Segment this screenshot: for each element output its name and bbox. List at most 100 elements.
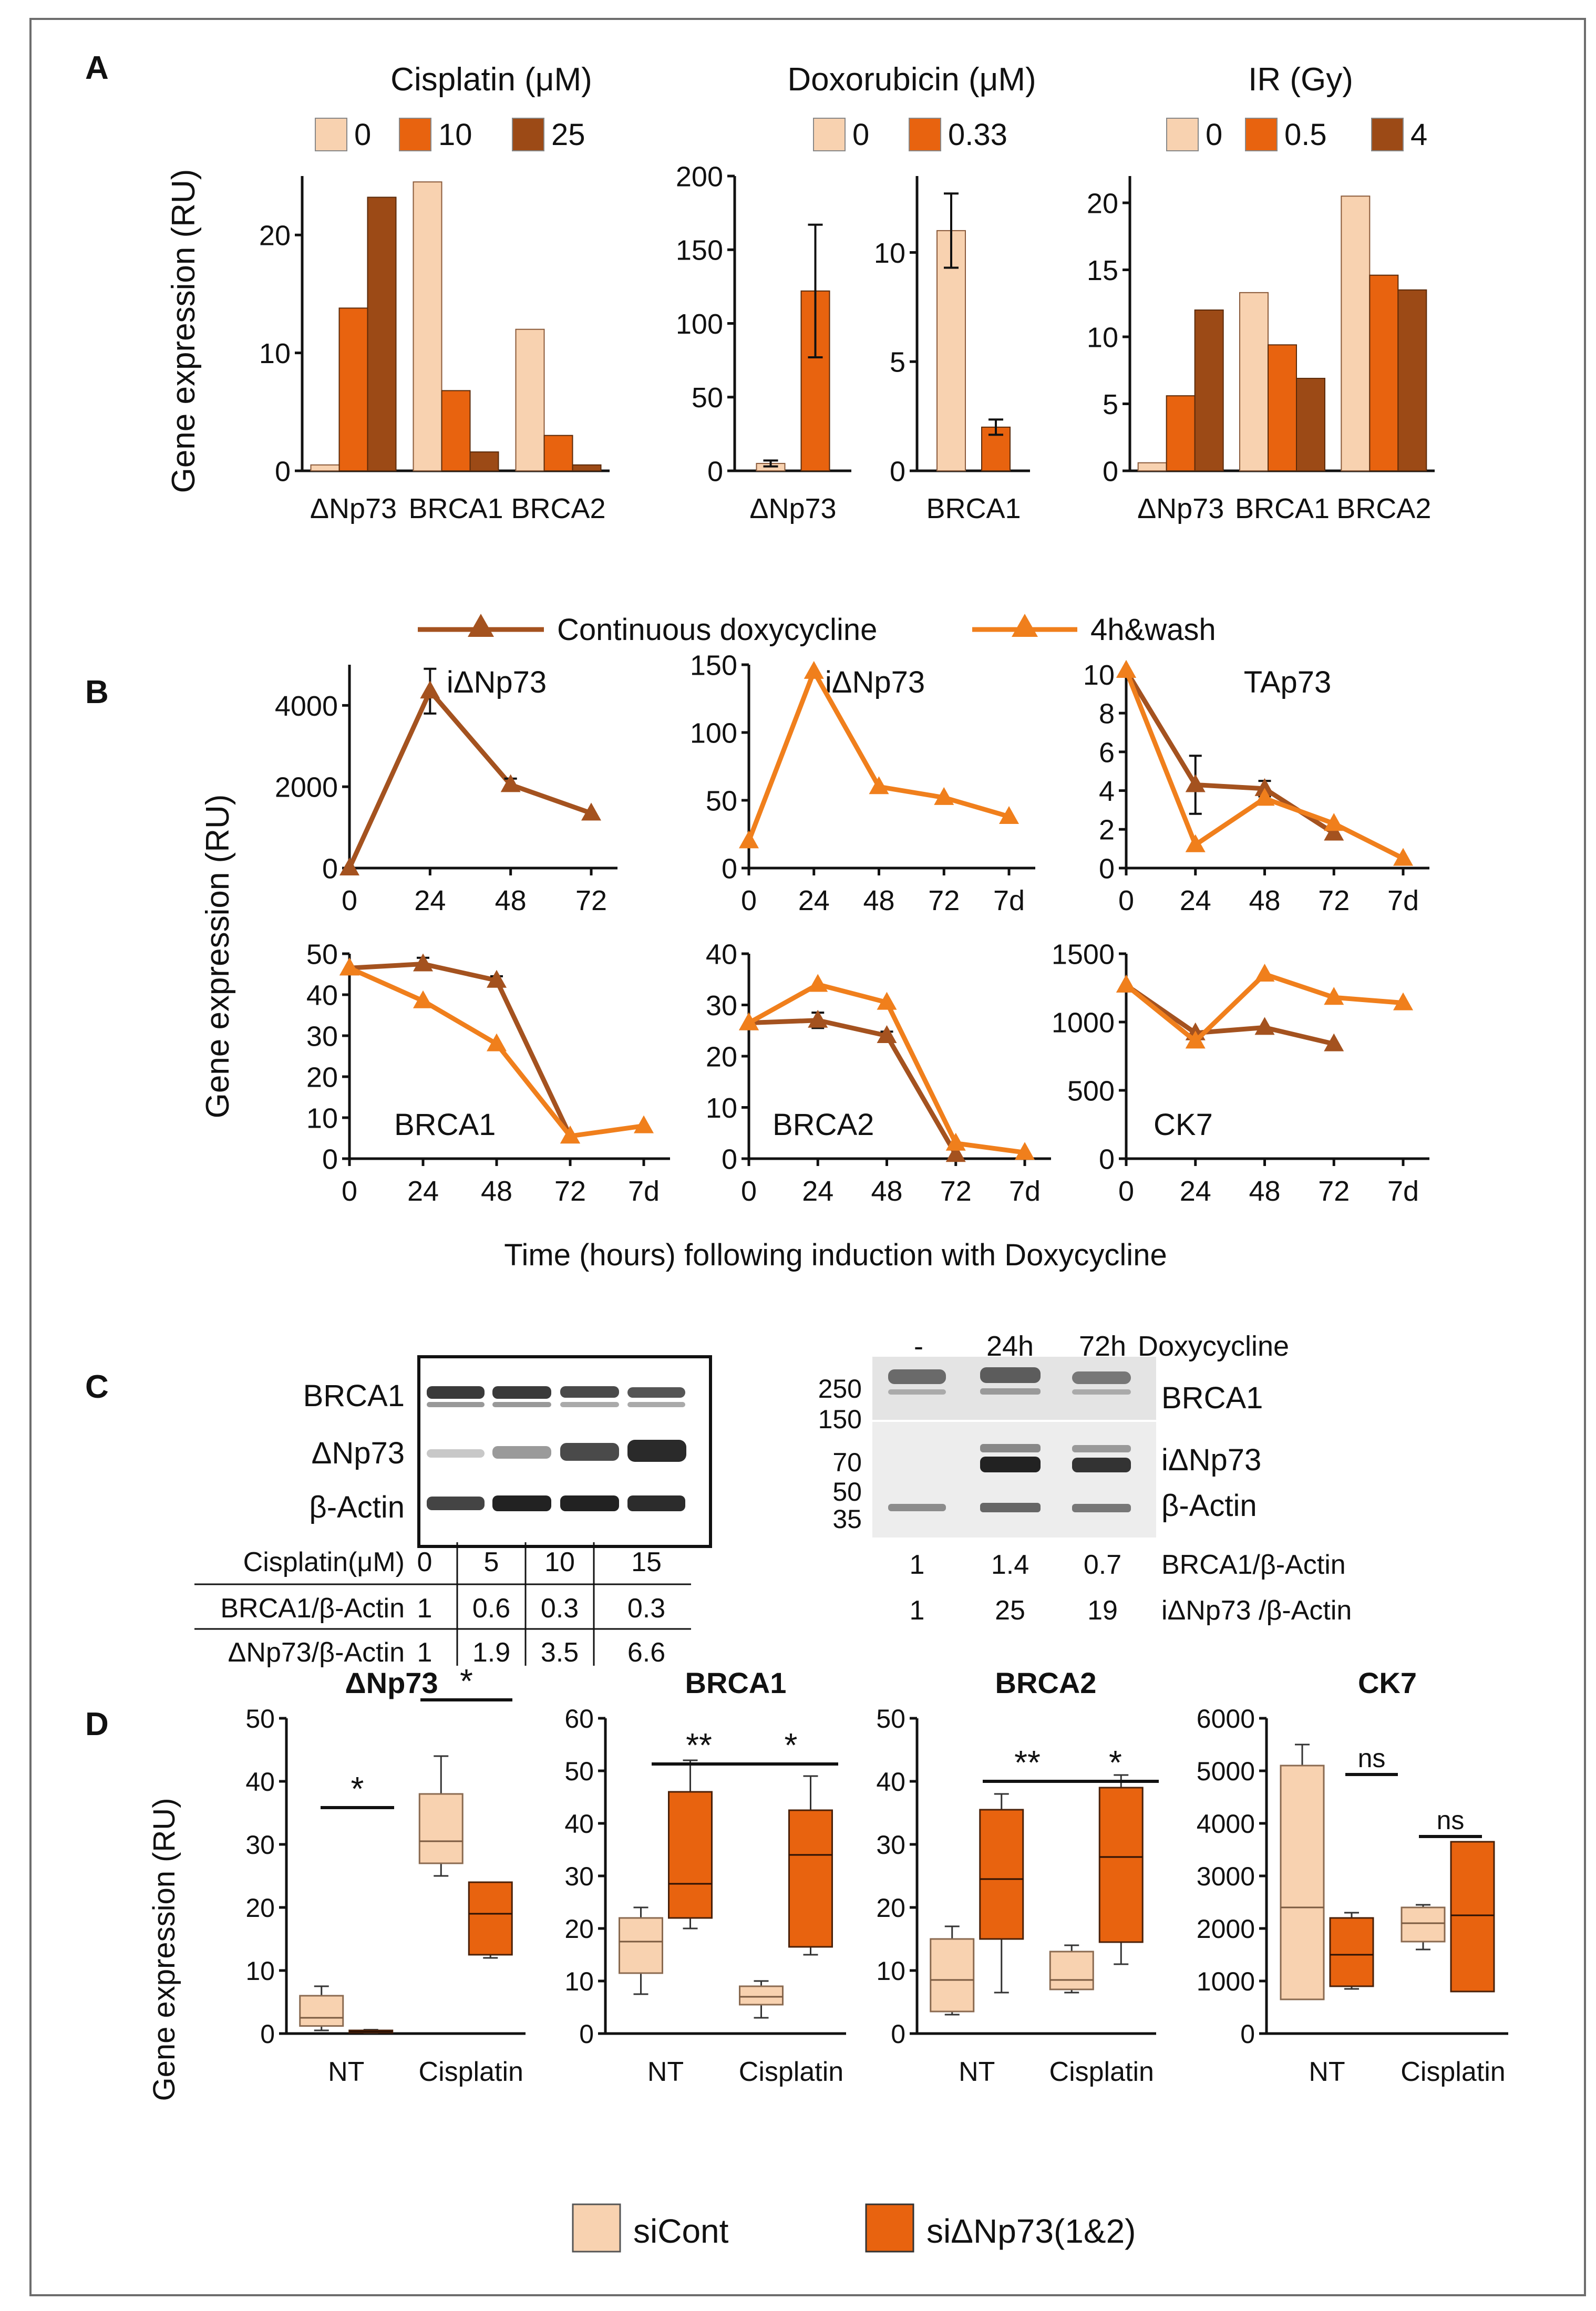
legend-label-continuous: Continuous doxycycline [557,613,877,647]
doxorubicin-brca1-ytick-label: 10 [874,238,905,269]
cisplatin-bar [441,390,471,472]
table-header-label: Cisplatin(μM) [243,1547,405,1577]
band [492,1446,551,1459]
box-chart-4-sig-label: ns [1358,1743,1386,1773]
cisplatin-bar [572,464,602,472]
panel-a-ylabel: Gene expression (RU) [166,169,202,493]
blot-right-label-idnp73: iΔNp73 [1161,1443,1261,1477]
line-chart-6-xtick-label: 48 [1249,1175,1280,1207]
band [560,1386,619,1398]
box-chart-2-box [668,1791,713,1919]
band [980,1367,1041,1383]
doxorubicin-brca1-xtick-label: BRCA1 [926,493,1021,524]
box-chart-4-ytick-label: 4000 [1197,1809,1255,1839]
line-chart-6-xtick-label: 7d [1387,1175,1419,1207]
cisplatin-bar [515,328,545,471]
quant-value: 0.7 [1084,1550,1121,1580]
band [1072,1389,1131,1395]
line-chart-6-point [1254,1017,1275,1035]
box-chart-4-box [1401,1906,1446,1943]
box-chart-3-box [1098,1787,1144,1943]
band [427,1449,485,1458]
box-chart-3-box [1049,1951,1094,1990]
quant-label-brca1: BRCA1/β-Actin [1161,1550,1346,1580]
cisplatin-legend-swatch [512,118,544,151]
panel-d-ylabel: Gene expression (RU) [147,1798,181,2101]
cisplatin-title: Cisplatin (μM) [390,61,592,98]
box-chart-4-box [1329,1917,1374,1987]
line-chart-1-point [500,774,521,792]
line-chart-4-point [487,1033,507,1051]
ir-bar [1137,462,1167,472]
panel-label-a: A [85,50,109,86]
band [492,1386,551,1399]
ir-legend-swatch [1371,118,1404,151]
line-chart-6-point [1254,964,1275,982]
line-chart-4-series-line [349,962,573,1138]
line-chart-6-point [1116,974,1136,993]
box-chart-3-box [979,1809,1024,1940]
box-chart-4-ytick-label: 0 [1240,2019,1255,2049]
line-chart-1-series-line [347,688,592,869]
box-chart-4-box [1450,1841,1495,1993]
line-chart-5-xtick-label: 48 [871,1175,902,1207]
blot-left-label-dnp73: ΔNp73 [312,1436,405,1470]
ir-bar [1166,395,1196,472]
line-chart-3-gene-label: TAp73 [1244,665,1332,699]
quant-value: 19 [1087,1595,1118,1626]
legend-label-wash: 4h&wash [1090,613,1216,647]
line-chart-5-point [877,1025,897,1043]
box-chart-2-box [788,1809,833,1948]
table-cell: 0.3 [627,1593,665,1624]
line-chart-4-point [339,957,359,976]
band [560,1443,619,1461]
cisplatin-ytick-label: 0 [275,456,291,487]
band [560,1495,619,1511]
line-chart-3-point [1185,834,1206,852]
box-chart-2-ytick-label: 30 [564,1862,594,1891]
quant-value: 25 [995,1595,1025,1626]
table-cell: 1 [417,1593,433,1624]
line-chart-3-point [1324,813,1344,831]
line-chart-4-xtick-label: 0 [342,1175,357,1207]
legend-marker-continuous [468,614,494,637]
line-chart-1-point [420,680,440,699]
line-chart-5-point [877,992,897,1010]
doxorubicin-legend-swatch [909,118,941,151]
line-chart-2-xtick-label: 7d [993,885,1025,916]
line-chart-3-xtick-label: 48 [1249,885,1280,916]
box-chart-3-xtick-label: NT [959,2057,995,2087]
blot-right-lane-ctrl: - [914,1330,923,1362]
line-chart-3-xtick-label: 24 [1180,885,1211,916]
line-chart-3-xtick-label: 72 [1318,885,1350,916]
band [627,1402,685,1407]
line-chart-6-point [1393,992,1413,1010]
line-chart-2-xtick-label: 24 [798,885,830,916]
ir-legend-swatch [1245,118,1278,151]
line-chart-3-ytick-label: 0 [1099,853,1115,884]
ir-bar [1268,344,1297,471]
line-chart-5-xtick-label: 7d [1009,1175,1041,1207]
line-chart-4-ytick-label: 40 [306,979,338,1011]
box-chart-3-box [930,1938,975,2013]
table-cell: 1 [417,1637,433,1668]
ir-bar [1296,378,1325,471]
doxorubicin-brca1-ytick-label: 0 [890,456,905,487]
box-chart-2-xtick-label: NT [647,2057,684,2087]
quant-value: 1 [910,1550,925,1580]
cisplatin-legend-swatch [399,118,431,151]
box-chart-1-ytick-label: 40 [245,1767,275,1797]
box-chart-1-xtick-label: Cisplatin [419,2057,523,2087]
box-chart-4-xtick-label: NT [1309,2057,1345,2087]
cisplatin-ytick-label: 20 [259,220,291,252]
line-chart-1-point [339,858,359,875]
doxorubicin-legend-label: 0 [852,118,869,152]
box-chart-4-ytick-label: 5000 [1197,1757,1255,1786]
band [427,1402,485,1407]
cisplatin-xtick-label: ΔNp73 [310,493,397,524]
line-chart-1-ytick-label: 0 [322,853,338,884]
cisplatin-xtick-label: BRCA1 [408,493,503,524]
line-chart-5-ytick-label: 10 [706,1092,737,1124]
blot-right-label-brca1: BRCA1 [1161,1381,1263,1415]
box-chart-4-ytick-label: 3000 [1197,1862,1255,1891]
